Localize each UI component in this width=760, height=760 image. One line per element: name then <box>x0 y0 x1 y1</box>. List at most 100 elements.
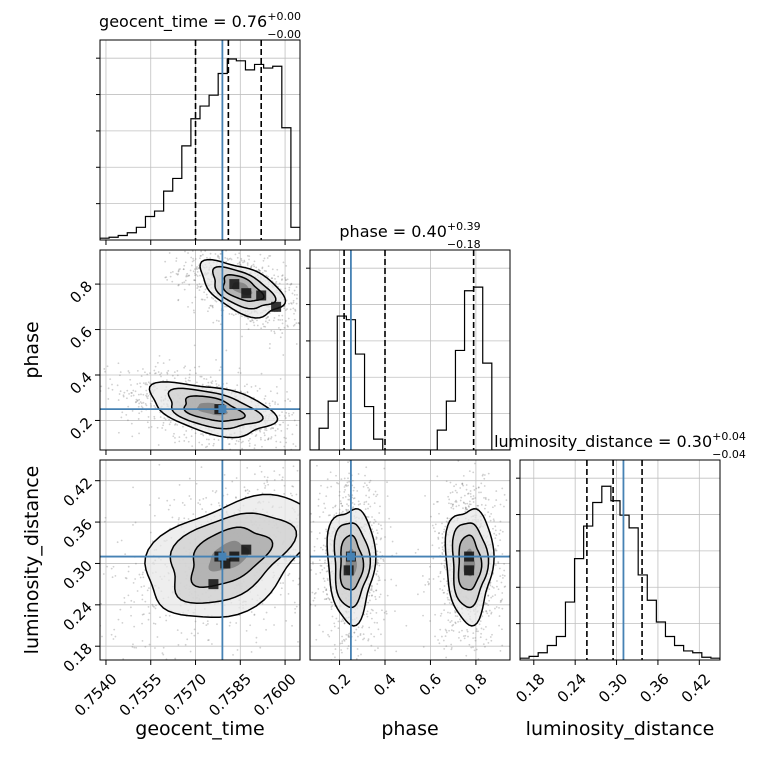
scatter-point <box>259 646 262 649</box>
scatter-point <box>268 319 271 322</box>
scatter-point <box>234 443 237 445</box>
scatter-point <box>246 383 248 386</box>
scatter-point <box>144 600 147 603</box>
scatter-point <box>324 507 327 510</box>
x-tick-label: 0.36 <box>636 670 672 706</box>
scatter-point <box>228 443 230 446</box>
scatter-point <box>379 707 381 709</box>
scatter-point <box>494 548 497 550</box>
scatter-point <box>367 601 370 604</box>
contour-line <box>333 522 372 609</box>
scatter-point <box>261 602 264 605</box>
scatter-point <box>176 370 179 372</box>
scatter-point <box>347 461 349 464</box>
scatter-point <box>178 268 180 271</box>
panel-title-minus: −0.00 <box>267 28 301 41</box>
scatter-point <box>371 516 373 518</box>
scatter-point <box>295 322 298 325</box>
scatter-point <box>204 250 207 252</box>
contour-line <box>339 534 365 591</box>
scatter-point <box>484 668 486 670</box>
scatter-point <box>181 281 184 284</box>
scatter-point <box>428 578 431 580</box>
scatter-point <box>377 579 380 582</box>
scatter-point <box>259 436 262 439</box>
panel-frame <box>99 39 301 241</box>
scatter-point <box>373 635 376 638</box>
scatter-point <box>165 614 167 617</box>
scatter-point <box>503 574 506 577</box>
scatter-point <box>219 366 222 368</box>
scatter-point <box>273 479 276 481</box>
scatter-point <box>202 622 205 625</box>
scatter-point <box>348 498 351 501</box>
scatter-point <box>284 399 287 402</box>
scatter-point <box>459 487 462 489</box>
scatter-point <box>373 502 376 505</box>
scatter-point <box>263 482 266 485</box>
scatter-point <box>327 597 330 599</box>
scatter-point <box>295 286 298 288</box>
scatter-point <box>459 620 462 623</box>
scatter-point <box>163 417 166 420</box>
scatter-point <box>310 440 312 442</box>
scatter-point <box>480 491 482 494</box>
scatter-point <box>212 444 215 447</box>
scatter-point <box>328 431 330 433</box>
scatter-point <box>286 391 288 393</box>
scatter-point <box>271 400 274 403</box>
scatter-point <box>464 508 467 511</box>
scatter-point <box>372 609 374 612</box>
scatter-point <box>450 506 453 509</box>
x-tick-label: 0.4 <box>370 670 400 700</box>
scatter-point <box>142 613 145 616</box>
scatter-point <box>142 368 144 370</box>
scatter-point <box>281 332 284 334</box>
scatter-point <box>486 612 489 615</box>
scatter-point <box>490 639 493 642</box>
scatter-point <box>351 660 353 662</box>
scatter-point <box>120 539 123 542</box>
scatter-point <box>450 502 452 505</box>
scatter-point <box>369 479 372 482</box>
scatter-point <box>86 633 88 635</box>
scatter-point <box>412 492 414 494</box>
scatter-point <box>451 491 454 494</box>
scatter-point <box>186 272 189 275</box>
scatter-point <box>246 489 249 491</box>
panel-title-minus: −0.04 <box>712 448 746 461</box>
scatter-point <box>104 370 106 373</box>
scatter-point <box>114 575 117 577</box>
scatter-point <box>468 643 471 646</box>
scatter-point <box>333 643 336 646</box>
scatter-point <box>142 571 144 574</box>
scatter-point <box>355 628 358 631</box>
scatter-point <box>314 316 316 318</box>
scatter-point <box>382 618 385 621</box>
scatter-point <box>253 473 256 476</box>
scatter-point <box>439 628 442 631</box>
scatter-point <box>116 384 119 387</box>
scatter-point <box>481 668 483 670</box>
scatter-point <box>502 577 504 579</box>
scatter-point <box>199 274 201 277</box>
scatter-point <box>130 606 132 609</box>
scatter-point <box>147 618 150 621</box>
scatter-point <box>308 630 310 632</box>
scatter-point <box>243 385 246 388</box>
scatter-point <box>302 514 304 516</box>
scatter-point <box>168 614 171 617</box>
scatter-point <box>345 638 347 641</box>
scatter-point <box>182 268 185 271</box>
scatter-point <box>375 536 378 539</box>
scatter-point <box>172 435 175 438</box>
scatter-point <box>195 267 198 270</box>
scatter-point <box>318 515 321 518</box>
scatter-point <box>314 428 316 430</box>
contour-line <box>144 493 300 619</box>
scatter-point <box>250 266 253 268</box>
scatter-point <box>283 326 286 329</box>
scatter-point <box>260 372 263 375</box>
scatter-point <box>345 485 348 487</box>
scatter-point <box>373 518 376 521</box>
